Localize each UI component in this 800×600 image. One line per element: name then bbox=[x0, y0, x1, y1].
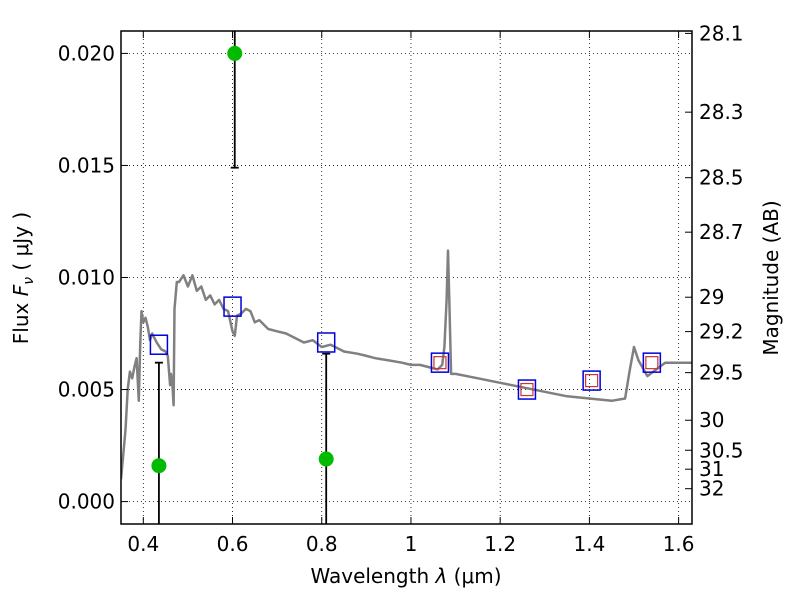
plot-frame bbox=[120, 30, 693, 525]
y-axis-unit: ( μJy ) bbox=[9, 212, 33, 277]
model-inner-square bbox=[520, 382, 534, 397]
model-flux-square bbox=[430, 352, 450, 373]
model-inner-square bbox=[433, 356, 447, 370]
sed-model-line bbox=[121, 249, 692, 480]
model-flux-square bbox=[517, 379, 537, 400]
y-tick-label: 0.005 bbox=[58, 378, 115, 402]
magnitude-tick-label: 28.7 bbox=[699, 220, 744, 244]
y-tick-label: 0.000 bbox=[58, 490, 115, 514]
x-tick-label: 0.4 bbox=[127, 532, 159, 556]
x-tick-label: 1 bbox=[405, 532, 418, 556]
model-flux-square bbox=[149, 334, 169, 355]
magnitude-tick-label: 31 bbox=[699, 457, 724, 481]
x-ticks: 0.4 0.6 0.8 1 1.2 1.4 1.6 bbox=[127, 31, 695, 556]
grid bbox=[121, 31, 692, 524]
observed-flux-point bbox=[227, 45, 243, 61]
x-axis-unit: (μm) bbox=[447, 564, 501, 588]
magnitude-tick-label: 29.5 bbox=[699, 361, 744, 385]
observed-points-group bbox=[151, 45, 334, 474]
y-tick-label: 0.020 bbox=[58, 41, 115, 65]
x-tick-label: 1.2 bbox=[484, 532, 516, 556]
magnitude-tick-label: 30.5 bbox=[699, 438, 744, 462]
model-inner-square bbox=[585, 373, 599, 388]
x-tick-label: 0.8 bbox=[306, 532, 338, 556]
magnitude-tick-label: 28.5 bbox=[699, 166, 744, 190]
magnitude-axis-label: Magnitude (AB) bbox=[759, 200, 783, 355]
magnitude-tick-label: 29 bbox=[699, 285, 724, 309]
model-points-group bbox=[149, 296, 662, 400]
model-flux-square bbox=[642, 352, 662, 373]
model-flux-square bbox=[223, 296, 242, 317]
model-inner-square bbox=[645, 356, 659, 370]
y-axis-subscript: ν bbox=[21, 277, 37, 285]
observed-flux-point bbox=[151, 458, 167, 474]
x-tick-label: 0.6 bbox=[217, 532, 249, 556]
y-ticks: 0.000 0.005 0.010 0.015 0.020 bbox=[58, 41, 128, 514]
errorbars-group bbox=[154, 31, 331, 524]
magnitude-tick-label: 29.2 bbox=[699, 320, 744, 344]
magnitude-tick-label: 28.1 bbox=[699, 21, 744, 45]
plot-area bbox=[121, 31, 692, 524]
x-tick-label: 1.4 bbox=[573, 532, 605, 556]
y-tick-label: 0.010 bbox=[58, 266, 115, 290]
model-flux-square bbox=[582, 370, 601, 391]
magnitude-tick-label: 28.3 bbox=[699, 100, 744, 124]
y-axis-symbol: F bbox=[9, 284, 33, 296]
sed-line-group bbox=[121, 249, 692, 480]
x-tick-label: 1.6 bbox=[663, 532, 695, 556]
observed-flux-point bbox=[318, 451, 334, 467]
magnitude-tick-label: 32 bbox=[699, 477, 724, 501]
model-flux-square bbox=[316, 332, 336, 353]
x-axis-label: Wavelength λ (μm) bbox=[310, 564, 501, 588]
y-tick-label: 0.015 bbox=[58, 153, 115, 177]
x-axis-symbol: λ bbox=[434, 564, 447, 588]
y-axis-label: Flux Fν ( μJy ) bbox=[9, 212, 37, 344]
magnitude-tick-label: 30 bbox=[699, 408, 724, 432]
